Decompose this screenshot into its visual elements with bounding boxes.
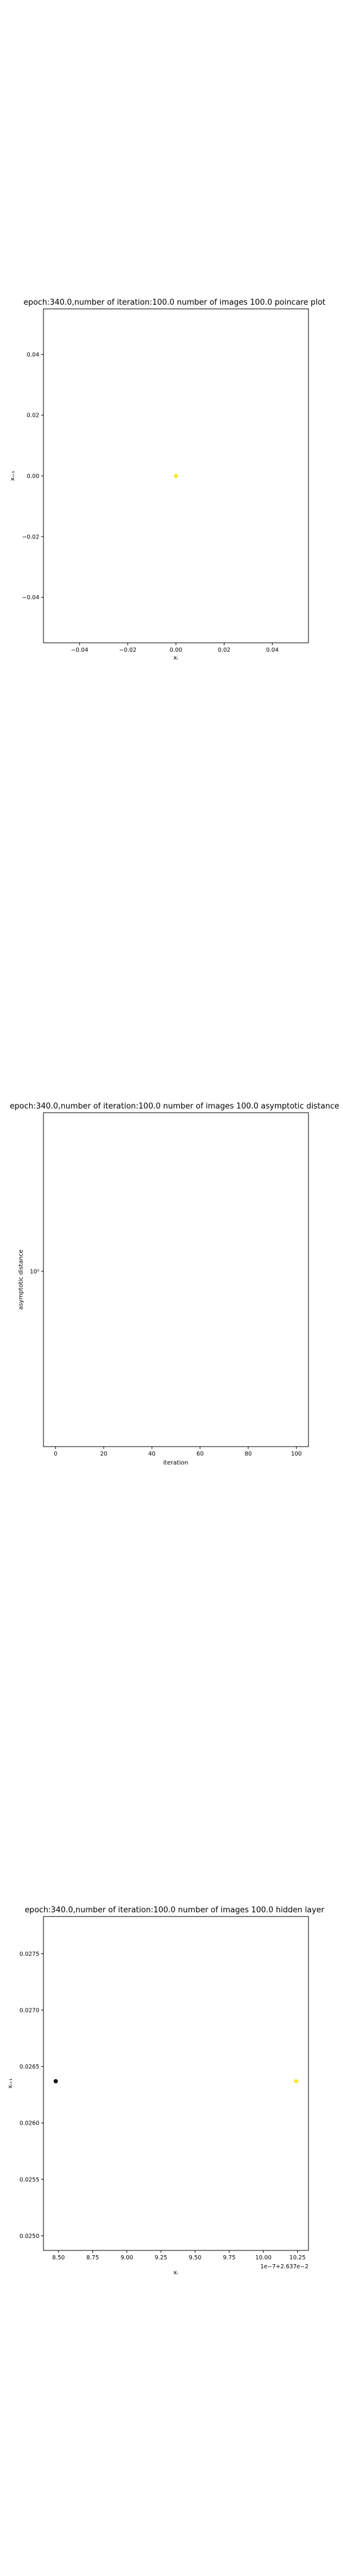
plot-frame [43,1112,309,1447]
chart-title: epoch:340.0,number of iteration:100.0 nu… [23,298,325,307]
x-ticks: −0.04 −0.02 0.00 0.02 0.04 [71,643,279,654]
x-axis-label: xᵢ [173,655,178,661]
x-tick-label: 9.25 [155,2255,167,2261]
y-tick-label: 10⁰ [30,1268,39,1275]
x-tick-label: 0.04 [266,647,279,654]
x-axis-label: xᵢ [173,2270,178,2276]
x-tick-label: 9.50 [189,2255,201,2261]
x-tick-label: 0.00 [170,647,182,654]
data-point [174,473,178,478]
y-tick-label: 0.02 [27,413,39,419]
y-tick-label: 0.0265 [20,2064,39,2070]
y-tick-label: 0.00 [27,473,39,480]
chart-title: epoch:340.0,number of iteration:100.0 nu… [10,1102,339,1111]
x-tick-label: 20 [100,1451,107,1457]
y-tick-label: 0.04 [27,352,39,358]
y-tick-label: −0.02 [22,534,39,540]
y-axis-label: asymptotic distance [18,1249,24,1309]
x-tick-label: 10.25 [289,2255,305,2261]
y-axis-label: xᵢ₊₁ [10,471,16,481]
x-axis-label: iteration [163,1460,188,1466]
x-tick-label: −0.02 [119,647,136,654]
data-points [54,2079,298,2083]
x-tick-label: 10.00 [255,2255,272,2261]
y-tick-label: −0.04 [22,595,39,601]
x-tick-label: 8.75 [86,2255,99,2261]
y-tick-label: 0.0275 [20,1951,39,1958]
x-tick-label: 40 [148,1451,155,1457]
poincare-plot: epoch:340.0,number of iteration:100.0 nu… [10,298,326,661]
y-ticks: 0.0250 0.0255 0.0260 0.0265 0.0270 0.0275 [20,1951,43,2240]
hidden-layer-plot: epoch:340.0,number of iteration:100.0 nu… [7,1906,325,2276]
data-points [174,473,178,478]
x-tick-label: 100 [291,1451,302,1457]
asymptotic-distance-plot: epoch:340.0,number of iteration:100.0 nu… [10,1102,339,1466]
y-tick-label: 0.0250 [20,2233,39,2240]
data-point [294,2079,298,2083]
y-axis-label: xᵢ₊₁ [7,2079,14,2089]
x-tick-label: 60 [197,1451,204,1457]
x-tick-label: 0.02 [218,647,230,654]
x-tick-label: 80 [245,1451,252,1457]
plot-frame [43,1916,309,2251]
x-tick-label: −0.04 [71,647,88,654]
x-tick-label: 9.00 [120,2255,133,2261]
y-tick-label: 0.0270 [20,2008,39,2014]
y-tick-label: 0.0260 [20,2120,39,2127]
x-ticks: 8.50 8.75 9.00 9.25 9.50 9.75 10.00 10.25 [52,2250,305,2261]
data-point [54,2079,58,2083]
x-tick-label: 9.75 [223,2255,235,2261]
x-tick-label: 0 [54,1451,57,1457]
chart-title: epoch:340.0,number of iteration:100.0 nu… [24,1906,325,1915]
x-tick-label: 8.50 [52,2255,65,2261]
y-tick-label: 0.0255 [20,2176,39,2183]
y-ticks: 10⁰ [30,1268,43,1275]
x-offset-text: 1e−7+2.637e−2 [260,2264,308,2270]
y-ticks: −0.04 −0.02 0.00 0.02 0.04 [22,352,43,601]
x-ticks: 0 20 40 60 80 100 [54,1447,302,1457]
